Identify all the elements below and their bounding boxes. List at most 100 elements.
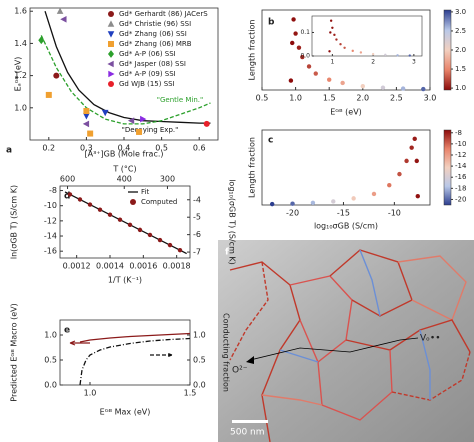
- y-tick-label: 1.2: [14, 71, 27, 80]
- point: [101, 109, 109, 117]
- x-axis-title: Eᴳᴮ Max (eV): [100, 408, 151, 417]
- line: [79, 337, 191, 386]
- point: [371, 191, 377, 197]
- x-tick-label: 0.0014: [96, 262, 124, 271]
- legend-label: Fit: [141, 188, 149, 196]
- point: [384, 53, 387, 57]
- colorbar-tick-label: -12: [455, 151, 466, 159]
- legend-marker: [108, 81, 114, 87]
- legend-marker: [130, 199, 136, 205]
- point: [107, 212, 113, 217]
- scale-label: 500 nm: [230, 428, 265, 438]
- inset-x-tick-label: 2: [371, 59, 375, 66]
- legend-label: Gd WJB (15) SSI: [119, 80, 175, 88]
- point: [313, 71, 318, 76]
- arrow-head: [246, 356, 254, 364]
- colorbar-tick-label: 2.0: [455, 46, 466, 54]
- x-tick-label: 1.5: [184, 389, 197, 398]
- colorbar-tick-label: 1.0: [455, 84, 466, 92]
- legend-label: Gd* Zhang (06) SSI: [119, 30, 187, 38]
- x2-tick-label: 400: [117, 175, 132, 184]
- y-tick-label: -10: [44, 201, 57, 210]
- legend-label: Gd* A-P (09) SSI: [119, 70, 176, 78]
- colorbar-tick-label: -10: [455, 140, 466, 148]
- point: [300, 54, 305, 60]
- point: [339, 43, 342, 46]
- point: [333, 33, 336, 37]
- x-tick-label: 0.5: [155, 144, 168, 153]
- colorbar-tick-label: -18: [455, 184, 466, 192]
- x-tick-label: 0.6: [193, 144, 206, 153]
- curve-annotation: "Gentle Min.": [157, 96, 203, 104]
- x-axis-title: [A³⁺]GB (Mole frac.): [84, 150, 163, 159]
- point: [82, 120, 90, 128]
- point: [371, 52, 375, 56]
- point: [117, 217, 123, 222]
- x-tick-label: 1.0: [84, 389, 97, 398]
- point: [157, 237, 163, 243]
- inset-y-tick-label: 0.0: [300, 53, 310, 60]
- x-tick-label: 0.0016: [129, 262, 157, 271]
- y2-tick-label: -4: [193, 195, 201, 204]
- legend-label: Gd* A-P (06) SSI: [119, 50, 176, 58]
- colorbar: [443, 129, 452, 206]
- plot-frame: [261, 129, 431, 206]
- point: [415, 193, 420, 199]
- point: [329, 31, 332, 34]
- inset-x-tick-label: 1: [330, 59, 334, 66]
- y2-tick-label: 1.0: [193, 331, 206, 340]
- point: [87, 202, 93, 207]
- tem-image: [218, 240, 474, 442]
- ion-label: O²⁻: [232, 366, 248, 376]
- x-tick-label: 0.0012: [63, 262, 91, 271]
- y2-axis-title: log₁₀(σGB T) (S/cm K): [228, 179, 237, 265]
- y-axis-title: ln(σGB T) (S/cm K): [10, 185, 19, 259]
- panel-label: e: [64, 326, 70, 336]
- y-axis-title: Eₐᴳᴮ (eV): [14, 57, 23, 92]
- point: [83, 113, 90, 120]
- y2-tick-label: 0.5: [193, 356, 206, 365]
- y-tick-label: 0.0: [44, 381, 57, 390]
- point: [409, 145, 414, 150]
- colorbar-tick-label: -20: [455, 195, 466, 203]
- y-tick-label: -12: [44, 216, 57, 225]
- point: [137, 227, 143, 233]
- point: [293, 31, 298, 36]
- colorbar-tick-label: -16: [455, 173, 467, 181]
- y-tick-label: 1.6: [14, 7, 27, 16]
- y-axis-title: Length fraction: [248, 137, 257, 198]
- point: [77, 197, 83, 202]
- point: [310, 200, 316, 205]
- point: [331, 199, 336, 204]
- point: [127, 222, 133, 228]
- x-tick-label: 0.5: [256, 94, 269, 103]
- point: [335, 38, 338, 41]
- panel-label: c: [268, 136, 273, 146]
- point: [414, 158, 419, 164]
- legend-marker: [108, 50, 114, 58]
- x-tick-label: 1.5: [323, 94, 336, 103]
- point: [203, 120, 210, 127]
- point: [360, 84, 365, 89]
- line: [79, 332, 191, 343]
- legend-label: Gd* Christie (96) SSI: [119, 20, 191, 28]
- point: [56, 7, 64, 14]
- point: [421, 86, 426, 92]
- point: [83, 108, 90, 115]
- point: [288, 78, 294, 83]
- y-tick-label: 1.0: [14, 103, 27, 112]
- y2-tick-label: 0.0: [193, 381, 206, 390]
- x-tick-label: -10: [388, 209, 401, 218]
- x-tick-label: 0.4: [118, 144, 131, 153]
- panel-label: f: [225, 248, 229, 258]
- y-tick-label: 1.0: [44, 331, 57, 340]
- point: [343, 46, 346, 49]
- micrograph: f 500 nm Vₒ•• O²⁻: [218, 240, 474, 442]
- point: [306, 64, 312, 69]
- point: [328, 50, 331, 53]
- point: [396, 54, 399, 57]
- point: [97, 207, 103, 212]
- panel-label: a: [6, 146, 12, 156]
- colorbar-tick-label: -14: [455, 162, 467, 170]
